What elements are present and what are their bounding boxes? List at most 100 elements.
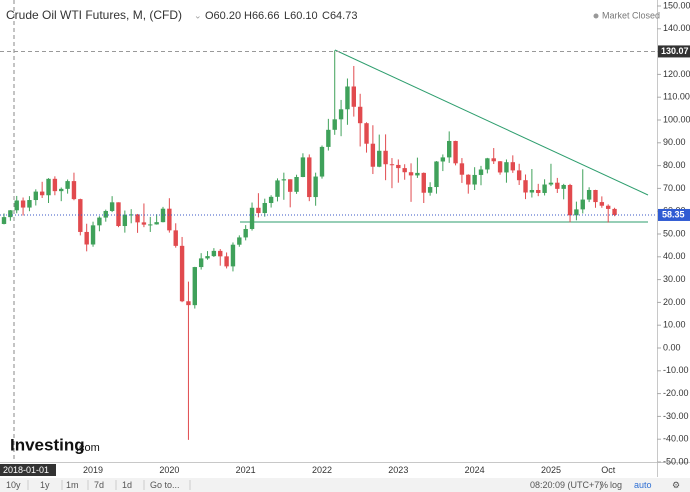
candle-body — [33, 191, 38, 201]
candle-body — [338, 109, 344, 120]
candle-body — [211, 250, 217, 257]
candle-body — [402, 168, 407, 173]
y-tick-label: -30.00 — [663, 411, 689, 421]
candle-body — [52, 178, 58, 192]
scale-button[interactable]: log — [610, 480, 622, 490]
candle-body — [65, 181, 70, 189]
candle-body — [205, 256, 210, 259]
y-tick-label: 140.00 — [663, 23, 690, 33]
high-marker-box — [658, 45, 690, 58]
candle-body — [141, 222, 147, 225]
candle-body — [440, 157, 446, 162]
candle-body — [612, 208, 617, 215]
candle-body — [129, 214, 134, 216]
candle-body — [491, 158, 496, 162]
candle-body — [20, 200, 26, 208]
x-tick-label: 2019 — [83, 465, 103, 475]
candle-body — [485, 158, 490, 170]
candle-body — [186, 301, 191, 306]
candle-body — [198, 258, 204, 268]
x-tick-label: 2022 — [312, 465, 332, 475]
candle-body — [377, 150, 382, 167]
candle-body — [383, 150, 388, 165]
y-tick-label: 110.00 — [663, 92, 690, 102]
candle-body — [606, 205, 611, 209]
candle-body — [300, 157, 306, 177]
candle-body — [345, 86, 350, 110]
range-button[interactable]: 1m — [66, 480, 79, 490]
candle-body — [478, 169, 484, 175]
candle-body — [268, 196, 274, 203]
clock: 08:20:09 (UTC+7) — [530, 480, 602, 490]
candle-body — [453, 140, 458, 164]
candle-body — [59, 188, 64, 192]
candle-body — [90, 225, 96, 245]
candle-body — [39, 191, 45, 196]
scale-button[interactable]: % — [600, 480, 608, 490]
range-button[interactable]: 7d — [94, 480, 104, 490]
scale-button[interactable]: auto — [634, 480, 652, 490]
x-tick-label: 2025 — [541, 465, 561, 475]
candle-body — [472, 174, 477, 185]
crosshair-date: 2018-01-01 — [3, 465, 49, 475]
candle-body — [173, 230, 178, 246]
x-tick-label: Oct — [601, 465, 616, 475]
candle-body — [497, 161, 503, 173]
y-tick-label: 50.00 — [663, 228, 686, 238]
ohlc-low: L60.10 — [284, 10, 318, 22]
candle-body — [192, 267, 197, 306]
y-tick-label: -20.00 — [663, 388, 689, 398]
candle-body — [434, 161, 439, 188]
candle-body — [415, 172, 420, 176]
candle-body — [542, 184, 547, 193]
candle-body — [332, 119, 337, 130]
candle-body — [154, 222, 159, 225]
range-button[interactable]: 1y — [40, 480, 50, 490]
candle-body — [593, 189, 598, 203]
x-tick-label: 2023 — [388, 465, 408, 475]
candle-body — [510, 162, 515, 171]
range-button[interactable]: 1d — [122, 480, 132, 490]
candle-body — [364, 123, 369, 144]
candle-body — [103, 210, 108, 218]
last-price-label: 58.35 — [662, 209, 685, 219]
y-tick-label: 30.00 — [663, 274, 686, 284]
y-tick-label: 150.00 — [663, 0, 690, 10]
status-dot — [593, 13, 599, 19]
candle-body — [249, 207, 255, 229]
candle-body — [319, 146, 325, 177]
candle-body — [14, 200, 19, 211]
candle-body — [167, 208, 172, 231]
candle-body — [586, 189, 592, 200]
market-status: Market Closed — [602, 10, 660, 20]
range-button[interactable]: 10y — [6, 480, 21, 490]
candle-body — [256, 207, 261, 214]
y-tick-label: 70.00 — [663, 183, 686, 193]
candle-body — [97, 217, 102, 226]
candle-body — [370, 143, 376, 167]
candle-body — [116, 202, 121, 227]
trend-line — [334, 49, 649, 196]
high-marker-label: 130.07 — [661, 46, 689, 56]
candle-body — [466, 174, 471, 185]
title-dropdown[interactable]: ⌄ — [194, 10, 202, 20]
candle-body — [109, 202, 115, 211]
candle-body — [237, 237, 242, 245]
settings-icon[interactable]: ⚙ — [672, 480, 680, 490]
range-button[interactable]: Go to... — [150, 480, 180, 490]
candle-body — [71, 181, 77, 200]
candle-body — [294, 177, 299, 192]
brand-suffix: .com — [76, 442, 100, 454]
candle-body — [567, 184, 573, 216]
brand-logo: Investing — [10, 435, 85, 454]
candle-body — [262, 202, 267, 214]
candle-body — [447, 140, 452, 158]
candle-body — [218, 250, 223, 257]
candle-body — [224, 256, 229, 267]
candle-body — [1, 217, 7, 224]
candle-body — [148, 224, 153, 226]
candle-body — [389, 164, 395, 166]
candle-body — [313, 176, 318, 198]
candle-body — [84, 231, 89, 245]
